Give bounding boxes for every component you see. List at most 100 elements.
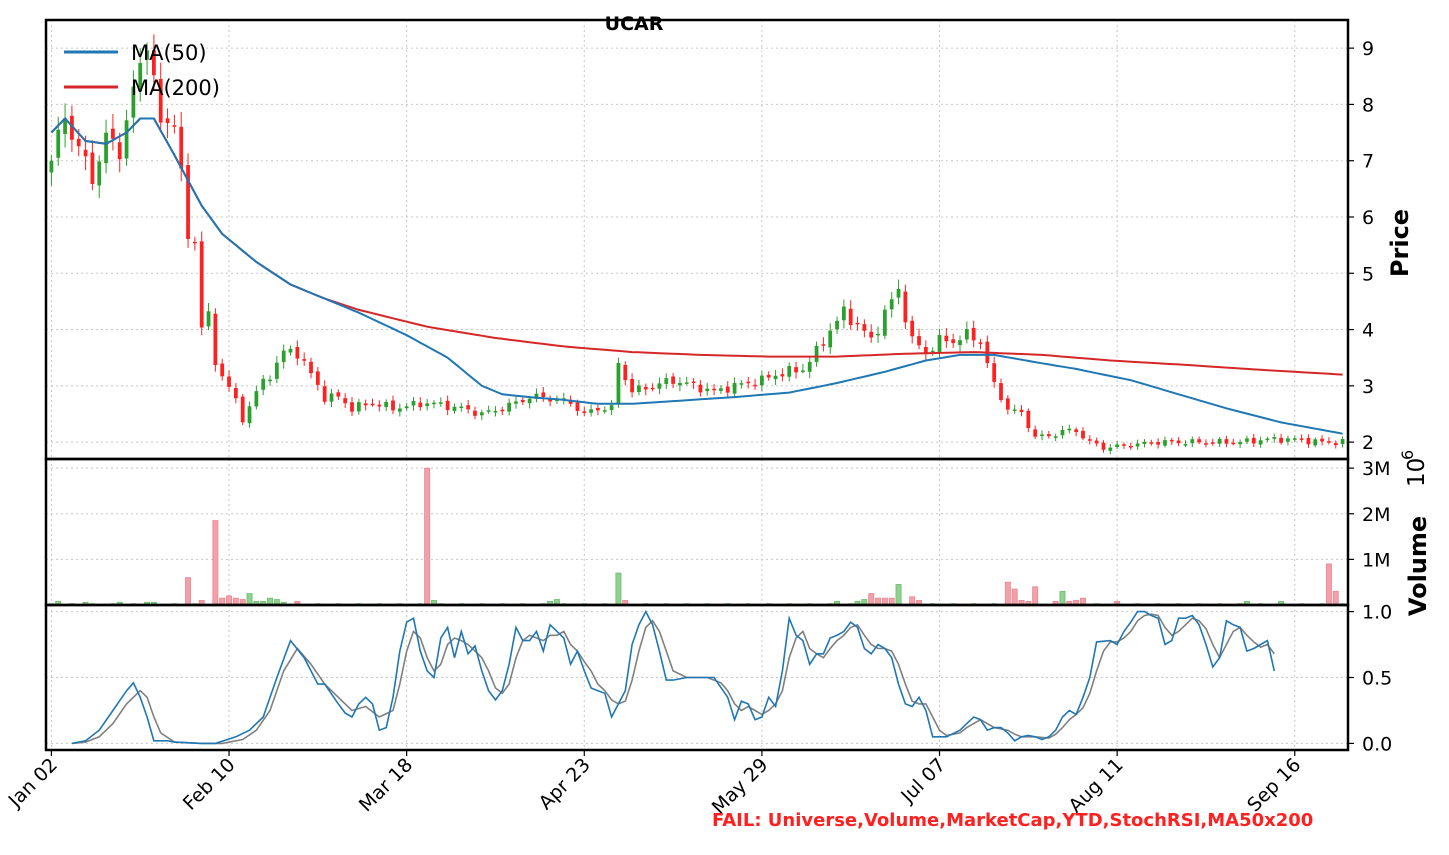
candle-body bbox=[1279, 437, 1283, 443]
candle-body bbox=[473, 410, 477, 416]
candle-body bbox=[1163, 440, 1167, 446]
candle-body bbox=[698, 384, 703, 393]
candle-body bbox=[1005, 398, 1010, 410]
candle-body bbox=[466, 405, 471, 410]
volume-bar bbox=[1325, 563, 1332, 606]
xtick-label: Aug 11 bbox=[1065, 754, 1128, 817]
candle-body bbox=[507, 402, 512, 412]
frame-price bbox=[44, 18, 1350, 461]
candle-body bbox=[1217, 438, 1222, 444]
candle-body bbox=[1108, 447, 1113, 451]
candle-body bbox=[876, 333, 880, 336]
candle-body bbox=[1135, 443, 1140, 447]
ytick-label-stoch: 0.0 bbox=[1362, 733, 1392, 755]
candle-body bbox=[1067, 428, 1072, 431]
candle-body bbox=[848, 308, 853, 326]
volume-bar bbox=[1004, 581, 1011, 606]
candle-body bbox=[274, 362, 279, 379]
volume-exponent-power: 6 bbox=[1398, 450, 1417, 460]
stoch-k-line bbox=[71, 609, 1276, 745]
grid-layer bbox=[46, 20, 1348, 750]
candle-body bbox=[575, 402, 580, 411]
candle-body bbox=[828, 330, 833, 348]
candle-body bbox=[117, 142, 122, 160]
candle-body bbox=[623, 364, 628, 381]
candle-body bbox=[541, 392, 546, 397]
candle-body bbox=[1299, 438, 1304, 440]
candle-body bbox=[254, 391, 259, 407]
ytick-label-price: 3 bbox=[1362, 376, 1374, 398]
ytick-label-price: 2 bbox=[1362, 432, 1374, 454]
candle-body bbox=[780, 374, 785, 377]
candle-body bbox=[418, 402, 423, 408]
candle-body bbox=[760, 375, 764, 386]
candle-body bbox=[288, 348, 293, 353]
candle-body bbox=[1053, 436, 1058, 438]
legend-label-ma200: MA(200) bbox=[131, 76, 220, 100]
candle-body bbox=[63, 118, 67, 134]
candle-body bbox=[862, 324, 867, 331]
volume-bar bbox=[1032, 586, 1039, 606]
candle-body bbox=[1040, 434, 1044, 437]
candle-body bbox=[520, 399, 525, 403]
candle-body bbox=[609, 405, 614, 411]
candle-body bbox=[363, 403, 368, 406]
candle-body bbox=[152, 50, 156, 76]
candle-body bbox=[1251, 437, 1256, 444]
ytick-label-price: 9 bbox=[1362, 38, 1374, 60]
candle-body bbox=[397, 408, 402, 412]
candle-body bbox=[1081, 430, 1085, 439]
candle-body bbox=[548, 398, 553, 402]
candle-body bbox=[479, 412, 484, 416]
xtick-label: Feb 10 bbox=[179, 754, 240, 815]
candle-body bbox=[917, 336, 921, 346]
ytick-label-volume: 3M bbox=[1362, 458, 1390, 480]
candle-body bbox=[650, 387, 655, 390]
candle-body bbox=[1340, 439, 1345, 445]
candle-body bbox=[356, 402, 361, 412]
candle-body bbox=[124, 120, 129, 159]
candle-body bbox=[534, 393, 539, 399]
candle-body bbox=[1245, 438, 1249, 442]
candle-body bbox=[336, 392, 341, 397]
candle-body bbox=[725, 386, 730, 393]
candle-body bbox=[964, 329, 969, 340]
xtick-label: Mar 18 bbox=[355, 754, 417, 816]
candle-body bbox=[295, 347, 300, 359]
candle-body bbox=[841, 306, 846, 321]
candle-body bbox=[691, 381, 696, 384]
candle-body bbox=[486, 410, 491, 412]
candle-body bbox=[158, 78, 163, 123]
candle-body bbox=[978, 342, 983, 344]
xtick-label: May 29 bbox=[708, 754, 773, 819]
candle-body bbox=[411, 400, 416, 406]
candle-body bbox=[814, 345, 819, 363]
candle-body bbox=[1094, 440, 1099, 444]
candle-body bbox=[739, 383, 744, 385]
candle-body bbox=[1149, 442, 1154, 444]
candlesticks bbox=[49, 34, 1345, 455]
candle-body bbox=[1156, 442, 1161, 445]
candle-body bbox=[384, 401, 389, 408]
volume-bar bbox=[246, 593, 253, 606]
volume-bars bbox=[48, 467, 1346, 606]
candle-body bbox=[302, 359, 307, 361]
candle-body bbox=[90, 152, 95, 184]
candle-body bbox=[1019, 409, 1024, 412]
candle-body bbox=[514, 401, 518, 404]
candle-body bbox=[944, 335, 949, 342]
candle-body bbox=[213, 313, 218, 366]
candle-body bbox=[199, 241, 204, 328]
candle-body bbox=[1115, 444, 1120, 448]
candle-body bbox=[1060, 430, 1065, 436]
candle-body bbox=[999, 383, 1003, 400]
candle-body bbox=[971, 327, 976, 341]
candle-body bbox=[951, 339, 956, 344]
candle-body bbox=[445, 400, 450, 411]
candle-body bbox=[678, 382, 682, 386]
fail-note: FAIL: Universe,Volume,MarketCap,YTD,Stoc… bbox=[712, 810, 1313, 831]
candle-body bbox=[1074, 429, 1079, 433]
candle-body bbox=[350, 402, 354, 412]
